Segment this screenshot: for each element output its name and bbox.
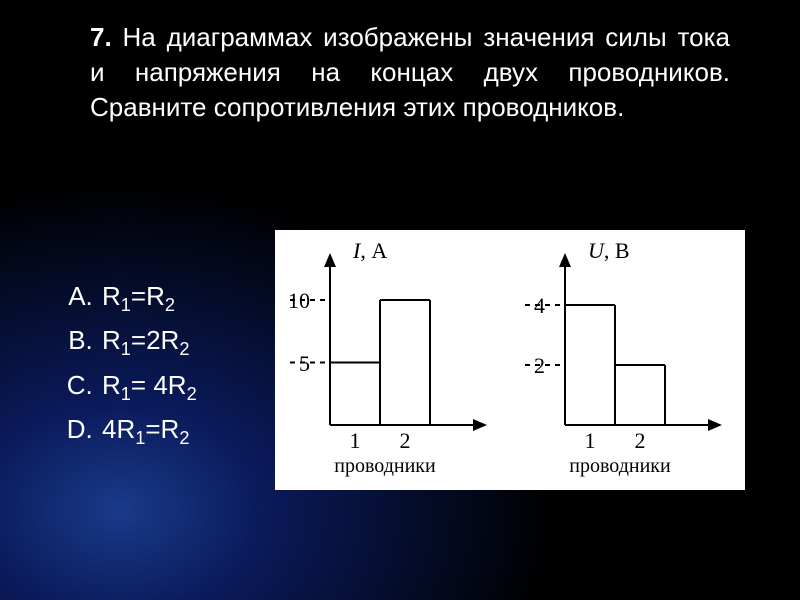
current-chart-svg: [315, 245, 495, 445]
voltage-chart: U, В 1 2 проводники 24: [510, 230, 745, 490]
question-text: 7. На диаграммах изображены значения сил…: [90, 20, 730, 125]
current-x-title: проводники: [275, 455, 495, 478]
question-number: 7.: [90, 22, 112, 52]
answer-d: 4R1=R2: [100, 409, 197, 453]
y-tick-label: 10: [280, 288, 310, 314]
answer-a: R1=R2: [100, 276, 197, 320]
question-body: На диаграммах изображены значения силы т…: [90, 22, 730, 122]
current-x-2: 2: [385, 428, 425, 454]
y-tick-label: 5: [280, 351, 310, 377]
charts-panel: I, А 1 2 проводники 510 U, В 1 2 проводн…: [275, 230, 745, 490]
y-tick-label: 4: [515, 293, 545, 319]
answer-list: R1=R2 R1=2R2 R1= 4R2 4R1=R2: [70, 276, 197, 453]
current-chart: I, А 1 2 проводники 510: [275, 230, 510, 490]
voltage-x-2: 2: [620, 428, 660, 454]
y-tick-label: 2: [515, 353, 545, 379]
answer-b: R1=2R2: [100, 320, 197, 364]
answer-c: R1= 4R2: [100, 365, 197, 409]
voltage-x-1: 1: [570, 428, 610, 454]
current-x-1: 1: [335, 428, 375, 454]
voltage-x-title: проводники: [510, 455, 730, 478]
voltage-chart-svg: [550, 245, 730, 445]
